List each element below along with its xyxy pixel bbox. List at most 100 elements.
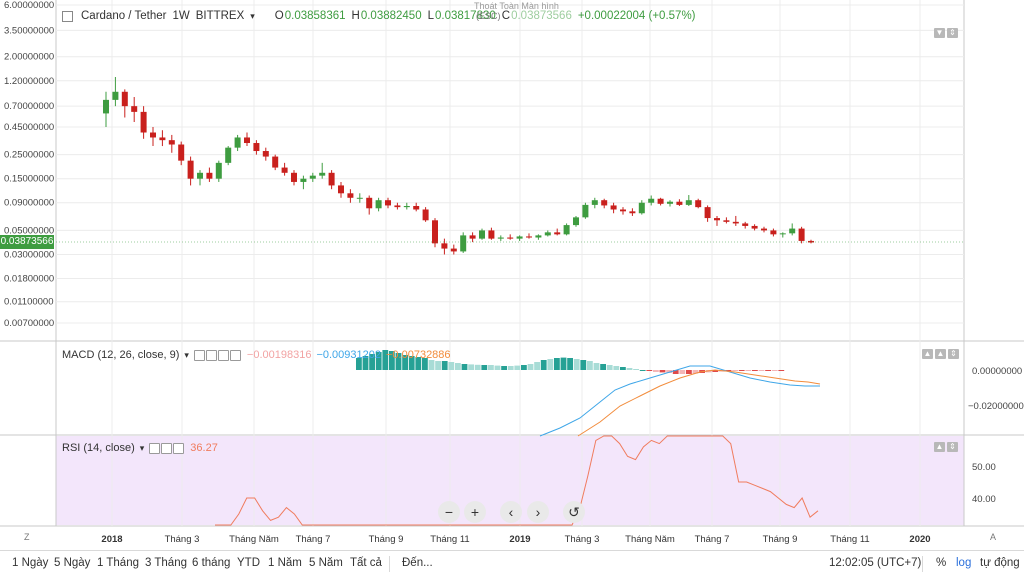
macd-value: −0.00931202 [316, 349, 381, 361]
candle-body [676, 201, 683, 205]
price-tick-label: 0.09000000 [4, 198, 54, 209]
candle-body [121, 91, 128, 107]
auto-scale-toggle[interactable]: tự động [980, 557, 1020, 569]
eye-icon[interactable] [193, 349, 205, 361]
scroll-down-icon[interactable]: ▼ [934, 28, 945, 38]
macd-hist-bar [567, 358, 573, 370]
candle-body [168, 140, 175, 145]
zoom-out-button[interactable]: − [438, 501, 460, 523]
macd-hist-bar [679, 370, 686, 374]
chart-svg[interactable]: 6.00000000 3.50000000 2.00000000 1.20000000… [0, 0, 1024, 550]
macd-hist-bar [395, 353, 402, 370]
exit-fullscreen-note[interactable]: Thoát Toàn Màn hình [474, 1, 559, 11]
chevron-down-icon[interactable]: ▾ [250, 10, 255, 21]
grid [56, 0, 964, 526]
corner-left-label: Z [24, 532, 30, 542]
range-5d[interactable]: 5 Ngày [54, 557, 91, 569]
range-3m[interactable]: 3 Tháng [145, 557, 187, 569]
macd-label[interactable]: MACD (12, 26, close, 9) [62, 349, 180, 361]
macd-hist-bar [692, 370, 699, 374]
move-down-icon[interactable]: ▲ [935, 349, 946, 359]
range-ytd[interactable]: YTD [237, 557, 260, 569]
candle-body [422, 209, 429, 221]
symbol-name[interactable]: Cardano / Tether [81, 10, 167, 22]
time-tick-label: 2020 [909, 534, 930, 545]
macd-hist-bar [428, 360, 435, 370]
close-icon[interactable] [173, 442, 185, 454]
candle-body [535, 235, 542, 238]
settings-icon[interactable] [161, 442, 173, 454]
time-tick-label: Tháng Năm [229, 534, 279, 545]
exchange[interactable]: BITTREX [195, 10, 245, 22]
rsi-axis-50: 50.00 [972, 462, 996, 473]
candle-body [394, 205, 401, 208]
move-up-icon[interactable]: ▲ [934, 442, 945, 452]
time-tick-label: Tháng 3 [565, 534, 600, 545]
macd-hist-bar [402, 355, 408, 370]
range-5y[interactable]: 5 Năm [309, 557, 343, 569]
price-pane-controls[interactable]: ▼ ⇕ [934, 28, 958, 38]
main-legend: Cardano / Tether 1W BITTREX ▾ O 0.0385836… [62, 8, 696, 24]
macd-histogram [356, 350, 785, 374]
candle-body [244, 137, 250, 144]
candle-body [685, 200, 692, 205]
candle-body [563, 225, 570, 235]
close-value: 0.03873566 [511, 10, 572, 22]
macd-hist-bar [666, 370, 672, 373]
candle-body [281, 167, 288, 173]
candle-body [582, 204, 589, 218]
scroll-right-button[interactable]: › [527, 501, 549, 523]
maximize-icon[interactable]: ⇕ [948, 349, 959, 359]
price-tick-label: 2.00000000 [4, 52, 54, 63]
candle-body [620, 209, 626, 212]
scroll-up-icon[interactable]: ⇕ [947, 28, 958, 38]
scroll-left-button[interactable]: ‹ [500, 501, 522, 523]
chart-area[interactable]: 6.00000000 3.50000000 2.00000000 1.20000000… [0, 0, 1024, 550]
range-1m[interactable]: 1 Tháng [97, 557, 139, 569]
collapse-icon[interactable] [62, 10, 73, 22]
macd-hist-bar [527, 364, 534, 370]
percent-toggle[interactable]: % [936, 557, 947, 569]
log-toggle[interactable]: log [956, 557, 972, 569]
settings-icon[interactable] [205, 349, 217, 361]
candle-body [291, 172, 297, 182]
time-tick-label: Tháng Năm [625, 534, 675, 545]
macd-hist-bar [534, 362, 540, 370]
range-1y[interactable]: 1 Năm [268, 557, 302, 569]
macd-hist-bar [521, 365, 527, 370]
high-value: 0.03882450 [360, 10, 422, 22]
candle-body [300, 178, 307, 182]
goto-date-button[interactable]: Đến... [402, 557, 433, 569]
price-tick-label: 0.00700000 [4, 318, 54, 329]
price-pane [0, 0, 964, 340]
macd-hist-bar [620, 367, 626, 370]
range-1d[interactable]: 1 Ngày [12, 557, 49, 569]
reset-chart-button[interactable]: ↺ [563, 501, 585, 523]
rsi-pane-controls[interactable]: ▲ ⇕ [934, 442, 958, 452]
time-tick-label: Tháng 7 [296, 534, 331, 545]
range-all[interactable]: Tất cả [350, 557, 382, 569]
close-icon[interactable] [229, 349, 241, 361]
zoom-in-button[interactable]: + [464, 501, 486, 523]
macd-hist-bar [752, 370, 758, 371]
candle-body [460, 235, 467, 252]
candle-body [638, 202, 645, 214]
maximize-icon[interactable]: ⇕ [947, 442, 958, 452]
clock[interactable]: 12:02:05 (UTC+7) [829, 557, 922, 569]
range-6m[interactable]: 6 tháng [192, 557, 231, 569]
macd-hist-bar [494, 365, 501, 370]
eye-icon[interactable] [149, 442, 161, 454]
candle-body [206, 172, 213, 179]
interval[interactable]: 1W [172, 10, 190, 22]
chevron-down-icon[interactable]: ▾ [139, 442, 145, 453]
candle-body [526, 236, 532, 238]
candle-body [272, 156, 279, 168]
macd-hist-bar [514, 365, 521, 370]
move-up-icon[interactable]: ▲ [922, 349, 933, 359]
source-icon[interactable] [217, 349, 229, 361]
time-tick-label: Tháng 11 [830, 534, 869, 545]
macd-pane-controls[interactable]: ▲ ▲ ⇕ [922, 349, 959, 359]
chevron-down-icon[interactable]: ▾ [184, 349, 189, 360]
rsi-label[interactable]: RSI (14, close) [62, 442, 135, 454]
time-tick-label: 2019 [509, 534, 530, 545]
